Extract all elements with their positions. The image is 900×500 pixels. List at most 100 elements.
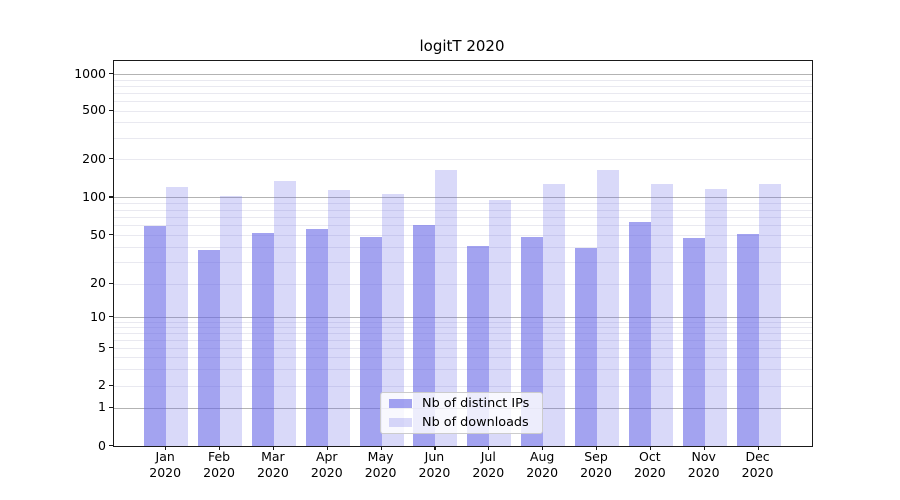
y-axis-tick-mark [109,282,113,284]
y-axis-tick-label: 1 [98,399,106,415]
x-axis-tick-label-sep: Sep 2020 [580,449,612,480]
bar-distinct-ips-jun [413,225,436,446]
x-axis-tick-mark [542,446,544,450]
y-axis-tick-mark [109,234,113,236]
y-axis-tick-label: 20 [90,275,106,290]
y-axis-tick-label: 50 [90,226,106,242]
y-axis-tick-mark [109,316,113,318]
x-axis-tick-label-apr: Apr 2020 [310,449,343,480]
legend-swatch-distinct-ips [389,399,412,408]
y-axis-tick-mark [109,406,113,408]
legend-label-distinct-ips: Nb of distinct IPs [422,396,530,411]
bar-downloads-apr [327,189,350,446]
x-axis-tick-label-dec: Dec 2020 [741,449,774,480]
x-axis-tick-label-jan: Jan 2020 [149,449,182,480]
x-axis-tick-label-jul: Jul 2020 [472,449,505,480]
minor-gridline [114,225,812,227]
minor-gridline [114,203,812,205]
x-axis-tick-label-mar: Mar 2020 [256,449,289,480]
minor-gridline [114,79,812,81]
x-axis-tick-label-jun: Jun 2020 [418,449,451,480]
minor-gridline [114,339,812,341]
x-axis-tick-label-aug: Aug 2020 [526,449,559,480]
major-gridline [114,197,812,199]
x-axis-tick-label-nov: Nov 2020 [687,449,720,480]
minor-gridline [114,122,812,124]
minor-gridline [114,85,812,87]
y-axis-tick-mark [109,158,113,160]
x-axis-tick-mark [649,446,652,450]
bar-distinct-ips-feb [198,249,221,446]
x-axis-tick-mark [488,446,490,450]
bar-distinct-ips-oct [628,222,651,446]
x-axis-tick-label-oct: Oct 2020 [633,449,666,480]
bar-downloads-aug [543,184,566,446]
bar-distinct-ips-sep [575,248,597,446]
y-axis-tick-label: 200 [82,150,106,166]
minor-gridline [114,209,812,211]
minor-gridline [114,357,812,359]
bar-downloads-jan [166,186,189,446]
minor-gridline [114,348,812,349]
bar-downloads-nov [704,188,727,446]
x-axis-tick-mark [596,446,598,450]
bar-distinct-ips-mar [251,232,274,446]
bar-distinct-ips-apr [305,228,328,446]
bar-downloads-jun [435,169,458,446]
x-axis-tick-mark [434,446,436,450]
minor-gridline [114,92,812,94]
y-axis-tick-label: 100 [82,188,106,204]
x-axis-tick-label-feb: Feb 2020 [203,449,235,480]
x-axis-tick-mark [380,446,382,450]
y-axis-tick-label: 500 [82,102,106,117]
bar-downloads-sep [597,169,619,446]
minor-gridline [114,137,812,139]
x-axis-tick-mark [703,446,705,450]
minor-gridline [114,246,812,248]
minor-gridline [114,332,812,334]
legend-entry-distinct-ips: Nb of distinct IPs [389,396,534,411]
minor-gridline [114,159,812,161]
bar-downloads-dec [758,184,781,446]
bar-downloads-feb [220,196,243,446]
major-gridline [114,317,812,318]
bar-distinct-ips-may [359,237,382,446]
x-axis-tick-mark [757,446,759,450]
legend: Nb of distinct IPs Nb of downloads [380,392,543,434]
minor-gridline [114,216,812,218]
bar-downloads-jul [489,200,512,446]
minor-gridline [114,110,812,112]
y-axis-tick-mark [109,109,113,111]
legend-swatch-downloads [389,418,412,427]
plot-area: Nb of distinct IPs Nb of downloads [113,60,813,447]
y-axis-tick-mark [109,73,113,75]
y-axis-tick-label: 10 [90,308,106,324]
y-axis-tick-label: 1000 [74,65,106,81]
y-axis-tick-mark [109,347,113,349]
bar-distinct-ips-nov [682,238,705,446]
legend-label-downloads: Nb of downloads [422,415,529,430]
bar-distinct-ips-dec [736,233,759,446]
x-axis-tick-mark [219,446,221,450]
major-gridline [114,74,812,76]
x-axis-tick-mark [165,446,167,450]
bar-downloads-may [381,194,404,446]
x-axis-tick-mark [326,446,328,450]
y-axis-tick-mark [109,384,113,386]
bar-downloads-oct [650,183,673,446]
minor-gridline [114,100,812,102]
x-axis-tick-mark [272,446,275,450]
y-axis-tick-label: 0 [98,437,106,453]
minor-gridline [114,385,812,387]
bar-distinct-ips-jan [144,226,167,446]
minor-gridline [114,368,812,370]
minor-gridline [114,235,812,236]
y-axis-tick-mark [109,196,113,198]
minor-gridline [114,321,812,323]
y-axis-tick-label: 2 [98,377,106,392]
minor-gridline [114,283,812,285]
y-axis-tick-mark [109,445,113,447]
bar-downloads-mar [273,180,296,446]
chart-title: logitT 2020 [419,37,505,55]
